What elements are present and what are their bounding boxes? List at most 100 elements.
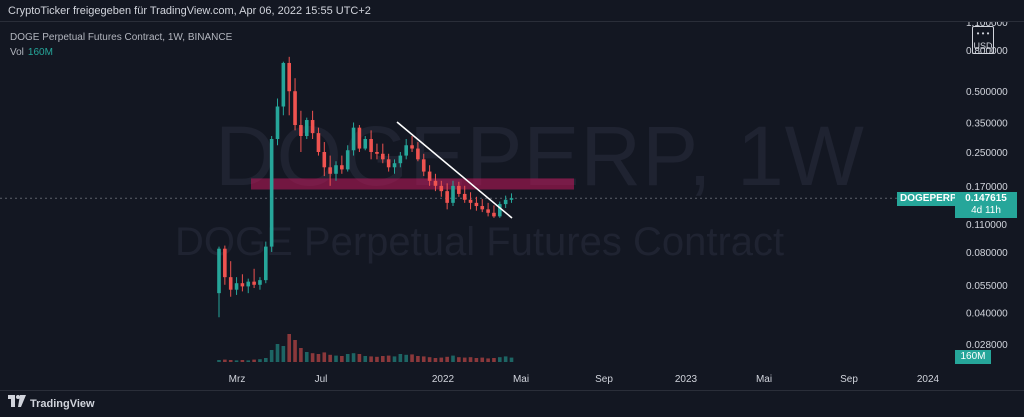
time-tick-label: Mai: [756, 374, 772, 385]
candle-body: [462, 193, 467, 200]
volume-bar: [503, 356, 508, 362]
currency-button[interactable]: • • • USD: [972, 26, 994, 54]
volume-bar: [492, 358, 496, 362]
volume-bar: [451, 355, 455, 362]
volume-bar: [351, 353, 356, 362]
candle-body: [451, 185, 455, 203]
volume-bar: [363, 356, 368, 362]
candle-body: [492, 212, 496, 217]
candle-body: [404, 145, 408, 156]
time-tick-label: 2024: [917, 374, 940, 385]
volume-bar: [462, 357, 467, 362]
candle-body: [392, 163, 397, 168]
volume-bar: [228, 360, 233, 362]
volume-bar: [316, 354, 321, 362]
price-tick-label: 0.028000: [966, 340, 1008, 351]
volume-bar: [269, 350, 274, 362]
candle-body: [223, 248, 227, 278]
candle-body: [334, 165, 338, 174]
tradingview-logo-icon[interactable]: [8, 391, 26, 417]
time-tick-label: Mai: [513, 374, 529, 385]
volume-bar: [275, 344, 280, 362]
volume-bar: [299, 348, 303, 362]
candle-body: [439, 185, 444, 192]
volume-bar: [258, 359, 262, 362]
volume-bar: [293, 340, 297, 362]
chart-legend: DOGE Perpetual Futures Contract, 1W, BIN…: [10, 30, 232, 60]
volume-bar: [240, 360, 245, 362]
volume-bar: [264, 358, 268, 362]
currency-dots: • • •: [976, 29, 990, 38]
legend-volume-label: Vol: [10, 47, 24, 58]
volume-bar: [287, 334, 291, 362]
bar-countdown: 4d 11h: [971, 205, 1001, 216]
volume-bar: [421, 356, 426, 362]
candle-body: [275, 106, 280, 139]
volume-bar: [328, 354, 332, 362]
volume-bar: [234, 360, 239, 362]
candle-body: [217, 248, 221, 294]
candle-body: [310, 120, 315, 134]
candle-body: [357, 127, 362, 149]
candle-body: [299, 125, 303, 137]
volume-bar: [416, 356, 420, 362]
chart-header-title: CryptoTicker freigegeben für TradingView…: [8, 5, 371, 17]
volume-bar: [357, 354, 362, 362]
price-tick-label: 0.800000: [966, 46, 1008, 57]
candle-body: [445, 191, 449, 203]
candle-body: [322, 152, 327, 168]
volume-bar: [381, 356, 385, 362]
volume-bar: [392, 356, 397, 362]
legend-volume-value: 160M: [27, 47, 53, 58]
volume-bar: [427, 357, 432, 362]
price-tick-label: 1.100000: [966, 22, 1008, 29]
candle-body: [503, 199, 508, 205]
candle-body: [386, 159, 391, 168]
last-price-tag: 0.147615 4d 11h: [955, 192, 1017, 218]
candle-body: [228, 277, 233, 290]
footer-brand: TradingView: [30, 398, 95, 411]
legend-volume: Vol 160M: [10, 45, 232, 60]
volume-bar: [480, 357, 485, 362]
volume-bar: [398, 354, 403, 362]
volume-bar: [334, 355, 338, 362]
price-tick-label: 0.250000: [966, 148, 1008, 159]
volume-bar: [217, 360, 221, 362]
volume-scale-tag: 160M: [955, 350, 991, 364]
candle-body: [351, 127, 356, 151]
currency-label: USD: [973, 41, 993, 51]
candle-body: [304, 120, 309, 137]
volume-bar: [445, 356, 449, 362]
time-tick-label: Mrz: [229, 374, 246, 385]
candle-body: [468, 199, 473, 203]
candle-body: [457, 185, 461, 194]
price-tick-label: 0.350000: [966, 118, 1008, 129]
candle-body: [240, 283, 245, 287]
candlestick-chart[interactable]: 1.100000 0.800000 0.500000 0.350000 0.250000…: [0, 22, 1024, 390]
candle-body: [381, 153, 385, 160]
watermark-description: DOGE Perpetual Futures Contract: [175, 220, 785, 264]
volume-bar: [439, 357, 444, 362]
volume-bar: [410, 354, 414, 362]
volume-bar: [498, 357, 502, 362]
chart-header: CryptoTicker freigegeben für TradingView…: [0, 0, 1024, 22]
volume-bar: [369, 356, 373, 362]
candle-body: [246, 281, 251, 287]
volume-bar: [457, 357, 461, 362]
price-tick-label: 0.170000: [966, 182, 1008, 193]
volume-bar: [340, 356, 344, 362]
volume-bar: [223, 359, 227, 362]
volume-bar: [246, 360, 251, 362]
candle-body: [498, 204, 502, 217]
candle-body: [416, 148, 420, 160]
volume-bar: [310, 353, 315, 362]
candle-body: [486, 209, 490, 213]
volume-bar: [304, 352, 309, 362]
resistance-zone: [251, 178, 574, 190]
price-tick-label: 0.080000: [966, 248, 1008, 259]
volume-bar: [281, 346, 286, 362]
volume-bar: [386, 355, 391, 362]
price-tick-label: 0.110000: [966, 220, 1007, 231]
time-tick-label: Sep: [595, 374, 613, 385]
candle-body: [369, 138, 373, 153]
